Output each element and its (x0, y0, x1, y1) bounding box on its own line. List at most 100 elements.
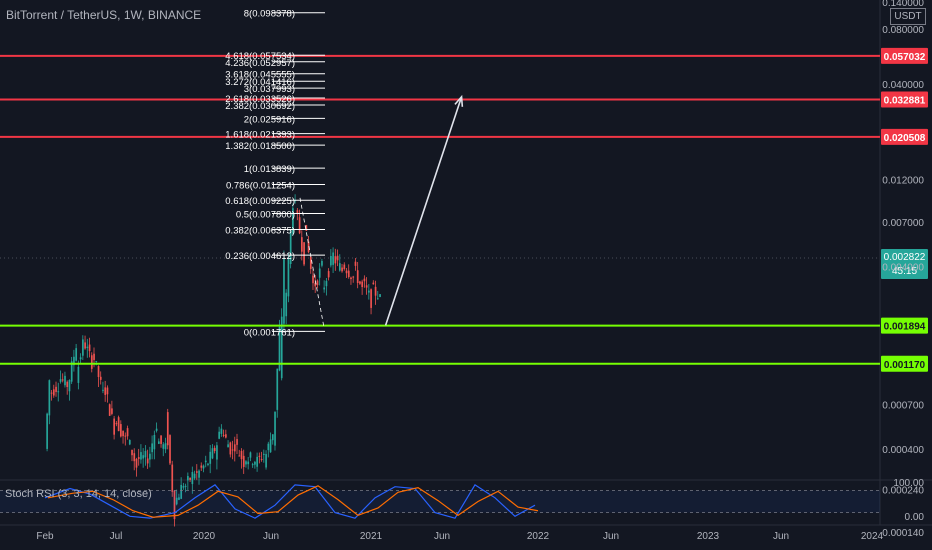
candle-body (345, 270, 348, 274)
candle-body (321, 260, 323, 266)
candle-body (314, 283, 317, 287)
candle-body (131, 449, 133, 456)
candle-body (189, 477, 191, 480)
candle-body (198, 470, 200, 478)
candle-body (352, 276, 355, 278)
level-price-tag (881, 128, 928, 145)
candle-body (82, 339, 84, 356)
fib-level-label: 1(0.013839) (244, 164, 295, 175)
candle-body (79, 357, 82, 360)
candle-body (142, 455, 145, 459)
time-tick-label: 2023 (697, 531, 720, 542)
symbol-title: BitTorrent / TetherUS, 1W, BINANCE (6, 8, 202, 22)
candle-body (113, 418, 116, 435)
fib-level-label: 3.272(0.041416) (225, 77, 295, 88)
candle-body (227, 444, 229, 448)
candle-body (70, 361, 73, 382)
fib-level-label: 3(0.037993) (244, 84, 295, 95)
candle-body (122, 430, 124, 437)
candle-body (309, 256, 312, 269)
candle-body (271, 434, 274, 441)
price-tick-label: 0.000400 (882, 445, 924, 456)
candle-body (216, 445, 218, 460)
candle-body (133, 453, 136, 462)
candle-body (140, 452, 142, 460)
time-tick-label: Jun (263, 531, 279, 542)
candle-body (341, 267, 343, 272)
projection-arrow-head (454, 94, 464, 107)
candle-body (269, 439, 272, 453)
candle-body (68, 380, 71, 392)
candle-body (120, 424, 122, 437)
candle-body (350, 277, 352, 280)
candle-body (374, 286, 377, 296)
time-tick-label: Jul (110, 531, 123, 542)
candle-body (135, 459, 138, 468)
candle-body (84, 342, 86, 349)
candle-body (300, 237, 303, 252)
candle-body (178, 497, 180, 500)
currency-button[interactable]: USDT (890, 8, 926, 25)
candle-body (278, 326, 281, 371)
candle-body (361, 281, 364, 288)
candle-body (151, 443, 153, 453)
candle-body (296, 210, 299, 213)
price-tick-label: 0.004000 (882, 262, 924, 273)
candle-body (102, 389, 104, 391)
candle-body (336, 255, 339, 261)
candle-body (379, 294, 381, 298)
fib-level-label: 0.382(0.006375) (225, 225, 295, 236)
fib-level-label: 0(0.001761) (244, 327, 295, 338)
candle-body (52, 389, 55, 396)
candle-body (211, 448, 214, 459)
candle-body (334, 256, 337, 264)
bar-countdown-label: 45:15 (892, 266, 917, 277)
stoch-rsi-label[interactable]: Stoch RSI (3, 3, 14, 14, close) (5, 488, 152, 500)
candle-body (104, 387, 107, 395)
candle-body (137, 457, 140, 459)
price-tick-label: 0.040000 (882, 80, 924, 91)
time-tick-label: 2022 (527, 531, 550, 542)
grid (0, 0, 932, 526)
price-tick-label: 0.140000 (882, 0, 924, 9)
candle-body (175, 497, 178, 505)
candle-body (370, 289, 372, 308)
candle-body (218, 431, 221, 439)
stoch-k-line (44, 484, 536, 519)
candle-body (318, 268, 321, 278)
candle-body (202, 465, 205, 469)
candle-body (312, 275, 314, 284)
candle-body (128, 440, 131, 445)
candle-body (200, 465, 203, 468)
candle-body (99, 376, 102, 380)
candle-body (365, 285, 368, 288)
candle-body (236, 439, 238, 445)
current-price-label: 0.002822 (884, 252, 926, 263)
candle-body (169, 435, 171, 464)
candle-body (240, 450, 243, 460)
candle-body (233, 444, 236, 452)
candle-body (106, 387, 109, 395)
stoch-level-label: 100.00 (893, 478, 924, 489)
candle-body (265, 454, 267, 468)
fib-level-label: 4.236(0.052957) (225, 58, 295, 69)
candle-body (229, 442, 232, 455)
candle-body (292, 208, 294, 234)
horizontal-levels-layer: 0.057032 0.032881 0.020508 0.001894 0.001170… (0, 47, 928, 372)
candle-body (75, 348, 78, 361)
candle-body (180, 484, 183, 499)
candle-body (242, 455, 245, 467)
candle-body (343, 264, 346, 270)
candle-body (160, 435, 162, 444)
fib-level-label: 1.618(0.021393) (225, 130, 295, 141)
candle-body (287, 257, 290, 297)
candle-body (146, 458, 149, 464)
candle-body (323, 287, 326, 290)
candle-body (124, 435, 127, 437)
fib-level-label: 0.236(0.004612) (225, 251, 295, 262)
candle-body (57, 391, 60, 393)
level-price-tag-label: 0.032881 (884, 96, 926, 107)
candle-body (55, 386, 57, 392)
